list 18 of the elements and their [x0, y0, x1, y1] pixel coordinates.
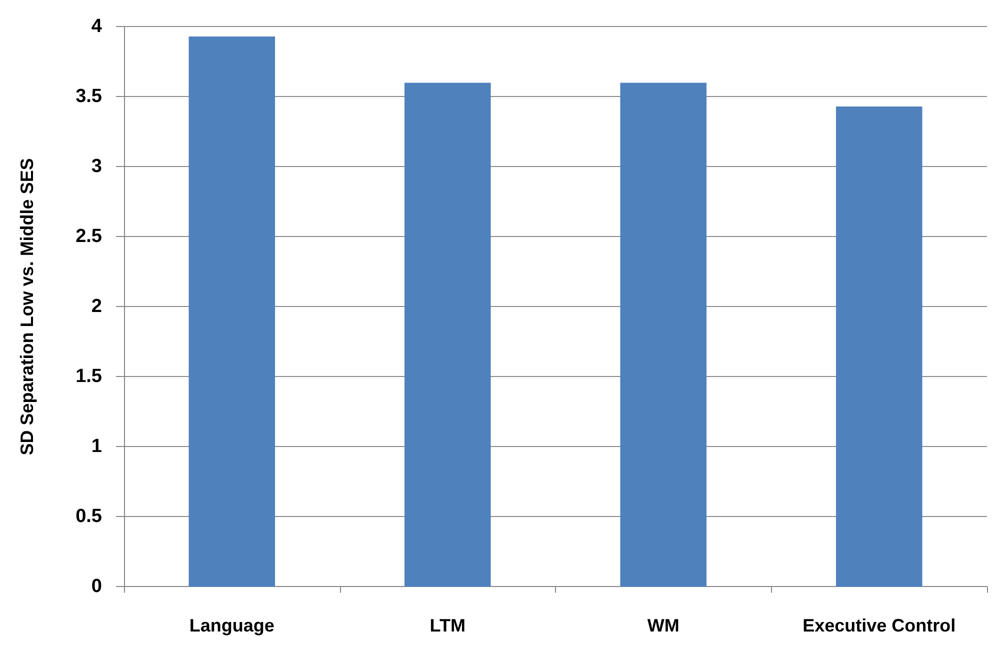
bar — [188, 36, 276, 587]
y-tick-label: 2.5 — [76, 226, 102, 248]
y-tick-label: 2 — [91, 296, 102, 318]
bar — [836, 106, 922, 587]
x-tick-label: Executive Control — [802, 616, 956, 636]
y-tick-label: 1.5 — [76, 366, 102, 388]
y-tick-label: 3.5 — [76, 86, 102, 108]
x-tick-label: Language — [189, 616, 274, 636]
bar — [404, 82, 491, 587]
bar — [620, 82, 707, 587]
y-axis-title: SD Separation Low vs. Middle SES — [17, 158, 37, 456]
y-tick-label: 0 — [91, 576, 102, 598]
x-tick-label: LTM — [430, 616, 466, 636]
x-tick-label: WM — [647, 616, 680, 636]
y-tick-label: 4 — [91, 16, 102, 38]
y-tick-label: 0.5 — [76, 506, 102, 528]
y-tick-label: 1 — [91, 436, 102, 458]
y-tick-label: 3 — [91, 156, 102, 178]
